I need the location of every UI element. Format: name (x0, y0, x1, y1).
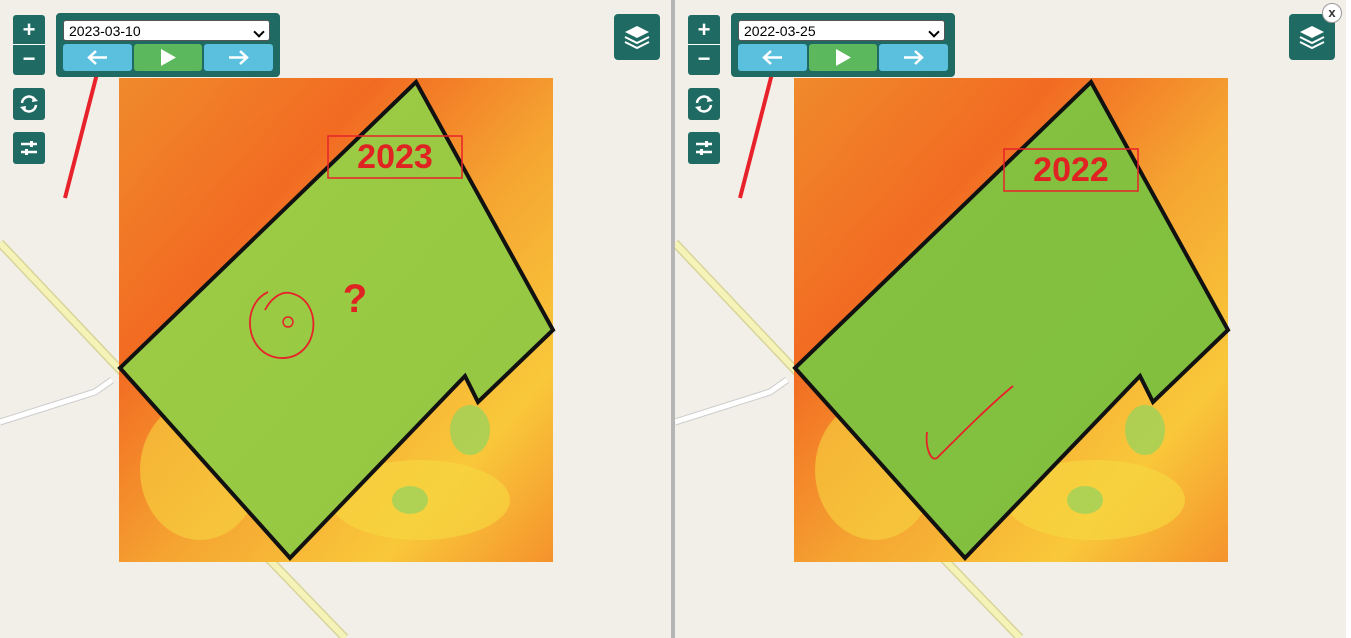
map-canvas: 2022 (675, 0, 1346, 638)
zoom-out[interactable]: − (22, 46, 36, 71)
close-button[interactable]: x (1322, 3, 1342, 23)
zoom-out[interactable]: − (697, 46, 711, 71)
annotation-box (327, 135, 463, 179)
filter-button[interactable] (688, 132, 720, 164)
refresh-button[interactable] (688, 88, 720, 120)
annotation-circle (249, 291, 315, 359)
annotation-label: 2023 (357, 138, 433, 176)
zoom-control: + − (13, 15, 45, 75)
date-select[interactable]: 2022-03-25 (738, 20, 945, 41)
layers-button[interactable] (1289, 14, 1335, 60)
filter-button[interactable] (13, 132, 45, 164)
left-map[interactable]: 2023? + − 2023-03-10 (0, 0, 671, 638)
date-nav (738, 44, 948, 71)
annotation-mark: ? (343, 277, 367, 321)
layers-button[interactable] (614, 14, 660, 60)
right-map[interactable]: 2022 + − 2022-03-25 (675, 0, 1346, 638)
annotation-dot (282, 316, 294, 328)
annotation-label: 2022 (1033, 151, 1109, 189)
refresh-button[interactable] (13, 88, 45, 120)
divider[interactable] (671, 0, 675, 638)
frame-right (1345, 0, 1351, 638)
date-select[interactable]: 2023-03-10 (63, 20, 270, 41)
map-canvas: 2023? (0, 0, 671, 638)
zoom-control: + − (688, 15, 720, 75)
annotation-box (1003, 148, 1139, 192)
zoom-in[interactable]: + (13, 15, 45, 45)
date-nav (63, 44, 273, 71)
zoom-in[interactable]: + (688, 15, 720, 45)
annotation-check (925, 385, 1014, 460)
